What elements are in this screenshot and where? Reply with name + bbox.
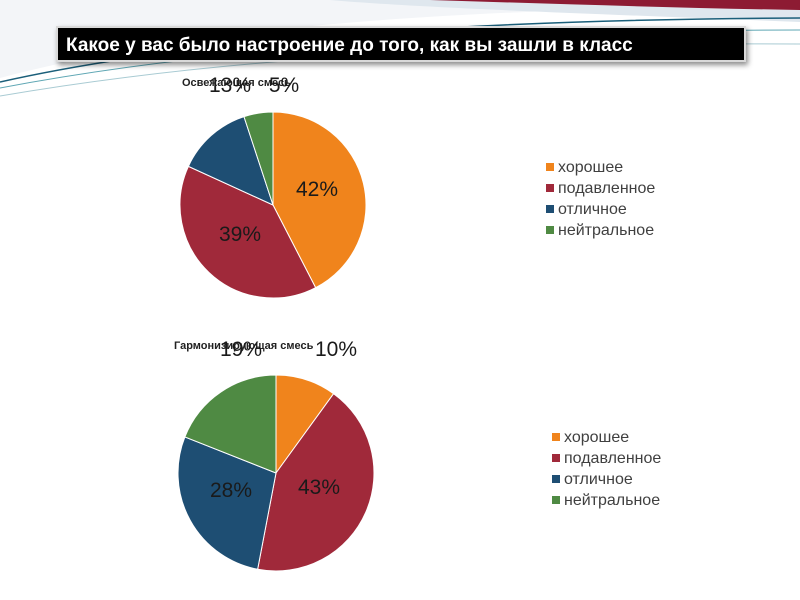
pie1-legend-swatch-1 [546,163,554,171]
pie1-legend-swatch-2 [546,184,554,192]
pie1-legend-label-4: нейтральное [558,222,654,239]
pie2-legend-swatch-1 [552,433,560,441]
pie1-legend-swatch-3 [546,205,554,213]
pie2-legend-swatch-4 [552,496,560,504]
pie1-slice-4 [243,111,274,206]
pie1-slice-2 [179,165,317,299]
pie1-data-label-2: 39% [219,223,261,246]
pie1-legend-swatch-4 [546,226,554,234]
pie1-data-label-1: 42% [296,178,338,201]
pie1-slice-3 [187,116,274,206]
pie2-data-label-2: 43% [298,476,340,499]
pie2-slice-3 [177,436,277,570]
pie1-legend-label-1: хорошее [558,159,623,176]
pie2-title: Гармонизирующая смесь [174,340,314,352]
pie1-data-label-3: 13% [209,74,251,97]
pie2-legend-label-4: нейтральное [564,492,660,509]
pie2-legend-label-2: подавленное [564,450,661,467]
pie1-legend-label-2: подавленное [558,180,655,197]
slide-title: Какое у вас было настроение до того, как… [56,26,746,62]
pie2-data-label-1: 10% [315,338,357,361]
pie1-title: Освежающая смесь [182,77,291,89]
pie2-legend-label-3: отличное [564,471,633,488]
pie2-data-label-3: 28% [210,479,252,502]
pie2-slice-2 [257,393,375,572]
pie2-legend-label-1: хорошее [564,429,629,446]
pie2-legend-swatch-2 [552,454,560,462]
pie1-legend-label-3: отличное [558,201,627,218]
pie2-slice-4 [184,374,277,474]
pie1-slice-1 [272,111,367,289]
pie2-data-label-4: 19% [220,338,262,361]
pie2-legend-swatch-3 [552,475,560,483]
pie1-data-label-4: 5% [269,74,299,97]
